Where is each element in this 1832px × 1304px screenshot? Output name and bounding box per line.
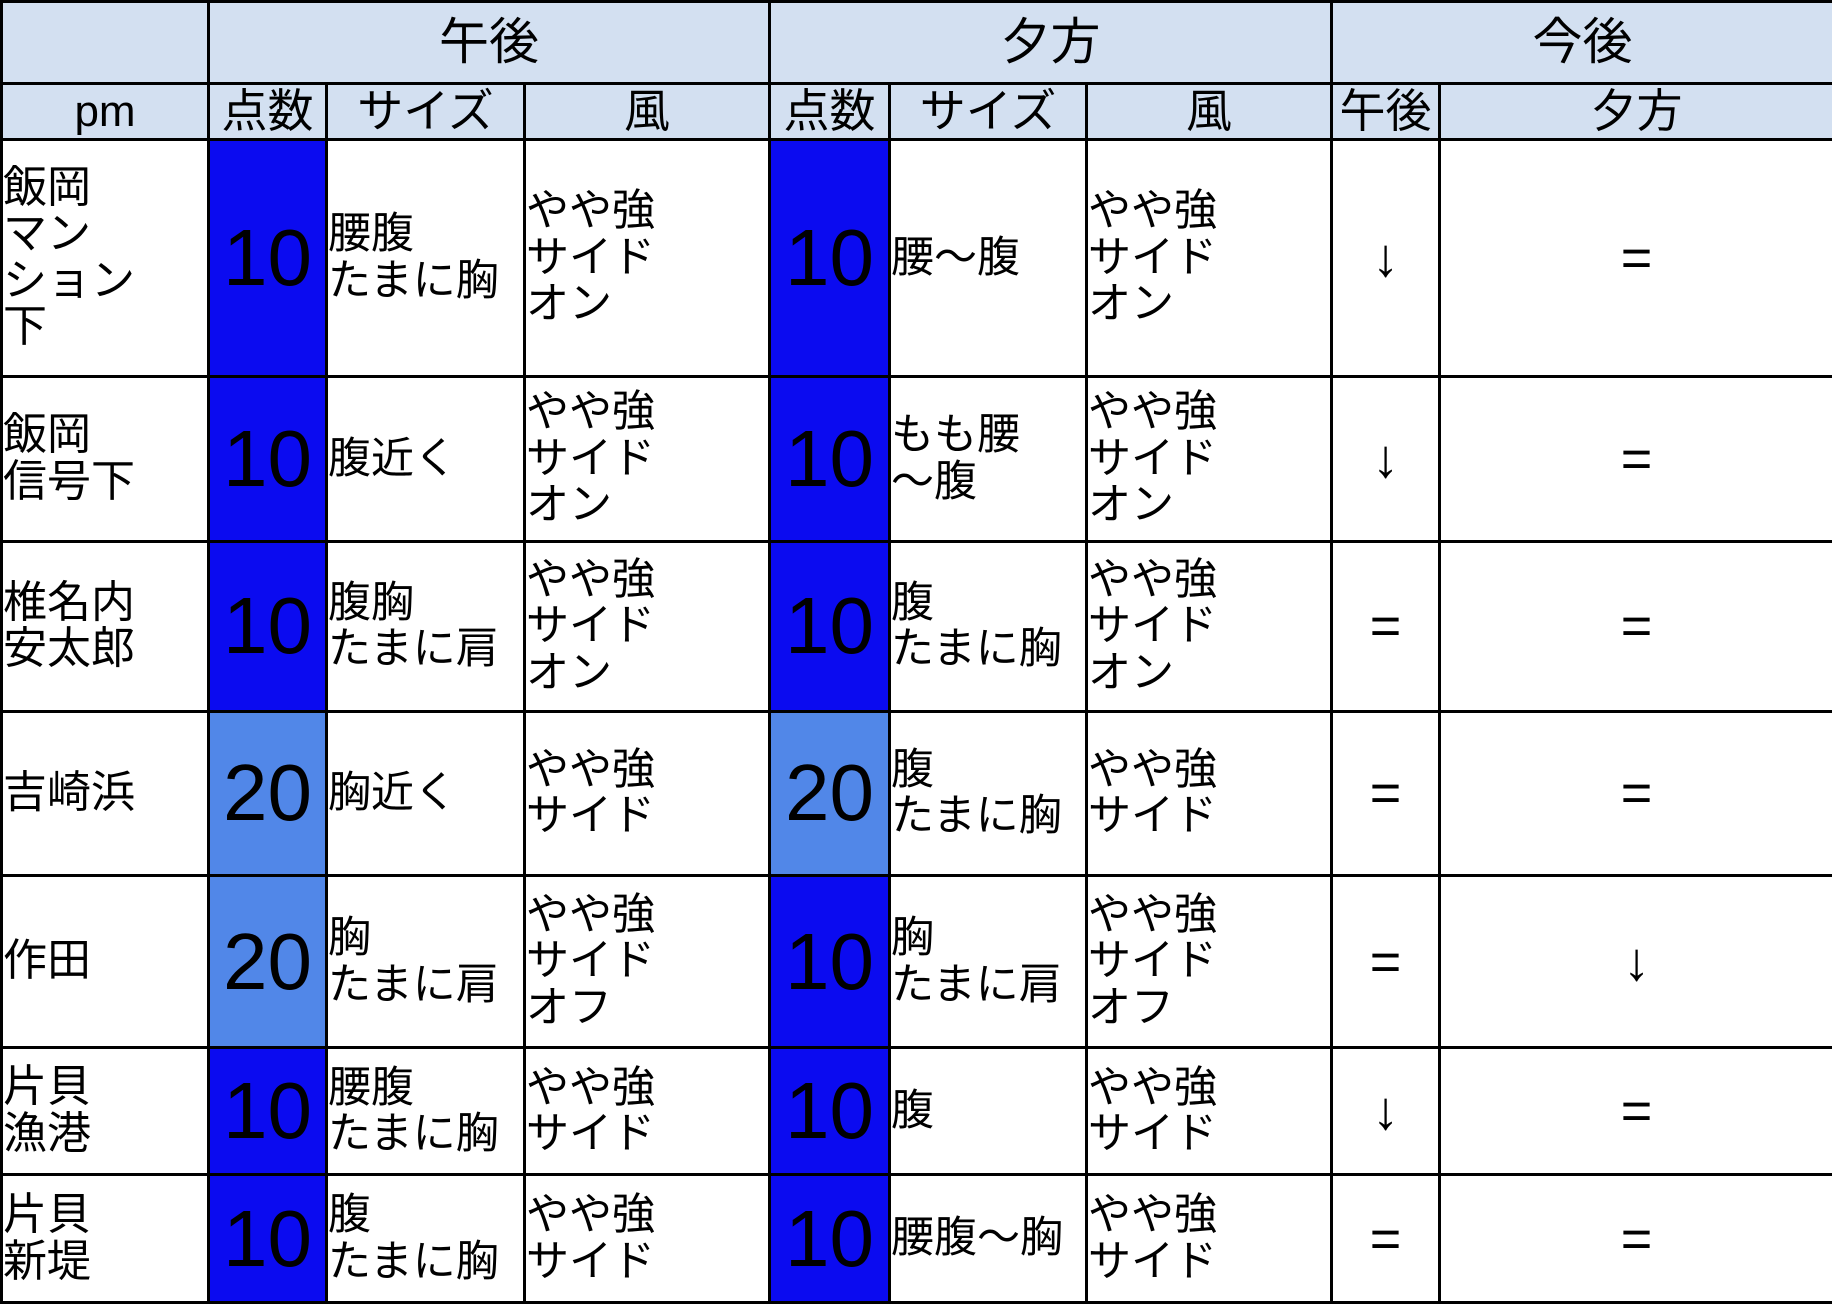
evening-wind: やや強 サイド オン (1085, 540, 1334, 713)
afternoon-wind: やや強 サイド (522, 1045, 772, 1177)
afternoon-score: 10 (207, 1045, 328, 1177)
afternoon-wind: やや強 サイド (522, 709, 772, 878)
header-col-spot: pm (0, 82, 210, 141)
spot-name: 飯岡 マン ション 下 (0, 138, 210, 378)
table-row: 作田 20 胸 たまに肩 やや強 サイド オフ 10 胸 たまに肩 やや強 サイ… (0, 874, 1832, 1049)
header-col-evening-score: 点数 (768, 82, 892, 141)
outlook-evening: = (1438, 1045, 1832, 1177)
header-col-afternoon-size: サイズ (325, 82, 526, 141)
outlook-afternoon: = (1330, 874, 1442, 1049)
evening-size: 腹 (888, 1045, 1089, 1177)
evening-wind: やや強 サイド オン (1085, 374, 1334, 544)
table-row: 飯岡 信号下 10 腹近く やや強 サイド オン 10 もも腰 〜腹 やや強 サ… (0, 374, 1832, 544)
afternoon-wind: やや強 サイド オフ (522, 874, 772, 1049)
afternoon-wind: やや強 サイド (522, 1173, 772, 1304)
outlook-afternoon: ↓ (1330, 1045, 1442, 1177)
spot-name: 片貝 漁港 (0, 1045, 210, 1177)
evening-wind: やや強 サイド (1085, 1173, 1334, 1304)
outlook-afternoon: ↓ (1330, 374, 1442, 544)
spot-name: 片貝 新堤 (0, 1173, 210, 1304)
afternoon-size: 腹 たまに胸 (325, 1173, 526, 1304)
afternoon-score: 20 (207, 709, 328, 878)
afternoon-score: 10 (207, 138, 328, 378)
header-group-afternoon: 午後 (206, 0, 772, 85)
spot-name: 椎名内 安太郎 (0, 540, 210, 713)
afternoon-score: 10 (207, 374, 328, 544)
table-header: 午後 夕方 今後 pm 点数 サイズ 風 点数 サイズ 風 午後 夕方 (0, 0, 1832, 141)
spot-name: 吉崎浜 (0, 709, 210, 878)
table-row: 飯岡 マン ション 下 10 腰腹 たまに胸 やや強 サイド オン 10 腰〜腹… (0, 138, 1832, 378)
evening-size: 腰腹〜胸 (888, 1173, 1089, 1304)
afternoon-score: 10 (207, 1173, 328, 1304)
afternoon-score: 10 (207, 540, 328, 713)
afternoon-size: 腰腹 たまに胸 (325, 1045, 526, 1177)
outlook-afternoon: = (1330, 709, 1442, 878)
table-row: 椎名内 安太郎 10 腹胸 たまに肩 やや強 サイド オン 10 腹 たまに胸 … (0, 540, 1832, 713)
evening-score: 10 (768, 540, 892, 713)
evening-wind: やや強 サイド (1085, 709, 1334, 878)
outlook-evening: = (1438, 709, 1832, 878)
header-col-outlook-evening: 夕方 (1438, 82, 1832, 141)
header-group-row: 午後 夕方 今後 (0, 0, 1832, 85)
outlook-afternoon: ↓ (1330, 138, 1442, 378)
evening-score: 10 (768, 138, 892, 378)
header-col-evening-wind: 風 (1085, 82, 1334, 141)
outlook-evening: = (1438, 540, 1832, 713)
evening-score: 10 (768, 874, 892, 1049)
table-row: 片貝 漁港 10 腰腹 たまに胸 やや強 サイド 10 腹 やや強 サイド ↓ … (0, 1045, 1832, 1177)
afternoon-size: 腹胸 たまに肩 (325, 540, 526, 713)
evening-wind: やや強 サイド (1085, 1045, 1334, 1177)
evening-size: 腹 たまに胸 (888, 709, 1089, 878)
header-group-outlook: 今後 (1330, 0, 1832, 85)
spot-name: 飯岡 信号下 (0, 374, 210, 544)
afternoon-wind: やや強 サイド オン (522, 138, 772, 378)
header-corner-blank (0, 0, 210, 85)
afternoon-size: 胸 たまに肩 (325, 874, 526, 1049)
evening-score: 20 (768, 709, 892, 878)
afternoon-size: 腹近く (325, 374, 526, 544)
outlook-evening: = (1438, 138, 1832, 378)
table-body: 飯岡 マン ション 下 10 腰腹 たまに胸 やや強 サイド オン 10 腰〜腹… (0, 138, 1832, 1304)
evening-size: 腰〜腹 (888, 138, 1089, 378)
outlook-afternoon: = (1330, 1173, 1442, 1304)
evening-score: 10 (768, 1045, 892, 1177)
header-col-afternoon-score: 点数 (207, 82, 328, 141)
afternoon-wind: やや強 サイド オン (522, 374, 772, 544)
header-col-evening-size: サイズ (888, 82, 1089, 141)
outlook-evening: = (1438, 1173, 1832, 1304)
header-column-row: pm 点数 サイズ 風 点数 サイズ 風 午後 夕方 (0, 82, 1832, 141)
evening-size: 胸 たまに肩 (888, 874, 1089, 1049)
evening-wind: やや強 サイド オフ (1085, 874, 1334, 1049)
table-row: 吉崎浜 20 胸近く やや強 サイド 20 腹 たまに胸 やや強 サイド = = (0, 709, 1832, 878)
evening-score: 10 (768, 1173, 892, 1304)
outlook-evening: = (1438, 374, 1832, 544)
header-col-afternoon-wind: 風 (522, 82, 772, 141)
spot-name: 作田 (0, 874, 210, 1049)
evening-size: もも腰 〜腹 (888, 374, 1089, 544)
evening-score: 10 (768, 374, 892, 544)
afternoon-size: 胸近く (325, 709, 526, 878)
afternoon-wind: やや強 サイド オン (522, 540, 772, 713)
table-row: 片貝 新堤 10 腹 たまに胸 やや強 サイド 10 腰腹〜胸 やや強 サイド … (0, 1173, 1832, 1304)
afternoon-size: 腰腹 たまに胸 (325, 138, 526, 378)
outlook-evening: ↓ (1438, 874, 1832, 1049)
evening-size: 腹 たまに胸 (888, 540, 1089, 713)
header-group-evening: 夕方 (768, 0, 1334, 85)
afternoon-score: 20 (207, 874, 328, 1049)
header-col-outlook-afternoon: 午後 (1330, 82, 1442, 141)
evening-wind: やや強 サイド オン (1085, 138, 1334, 378)
outlook-afternoon: = (1330, 540, 1442, 713)
